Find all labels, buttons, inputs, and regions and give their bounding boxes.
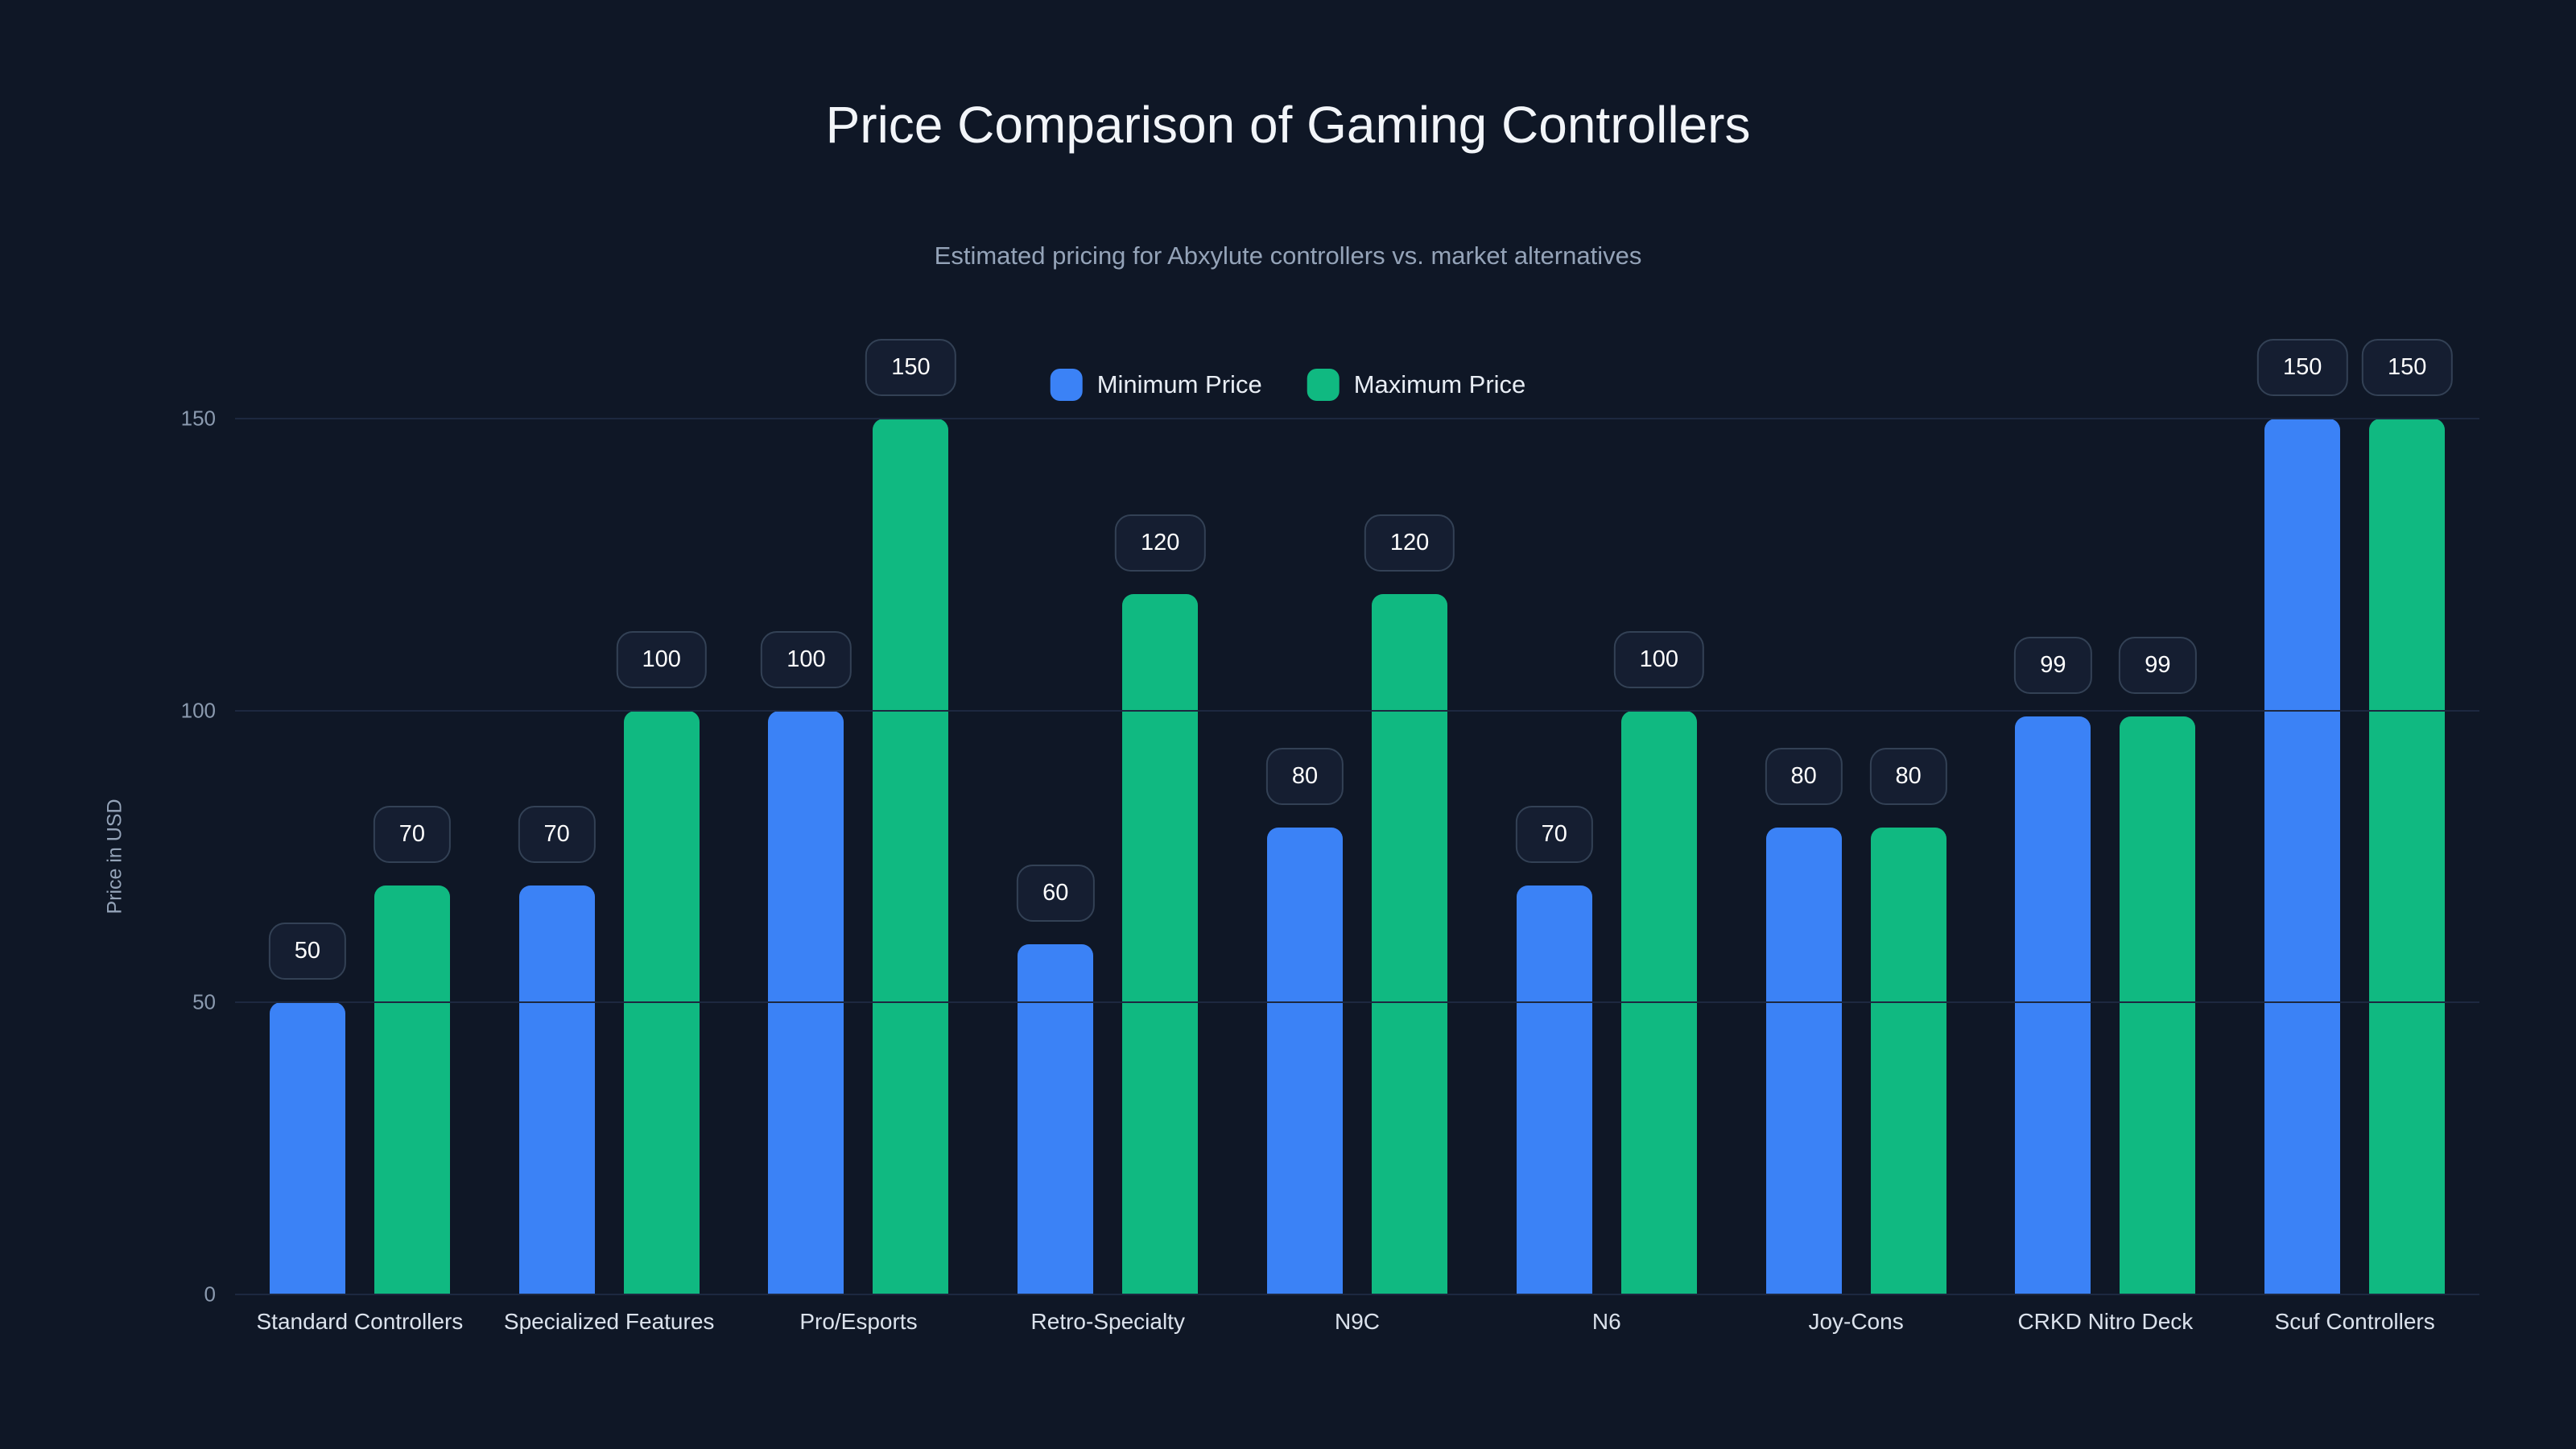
legend-item-minimum-price: Minimum Price [1050,369,1262,401]
value-badge: 50 [268,923,347,980]
max-price-bar [1870,827,1946,1294]
bar-group: 100 150 [734,339,984,1294]
value-badge: 80 [1869,747,1947,805]
value-badge: 150 [2256,339,2348,396]
value-badge: 150 [865,339,956,396]
min-price-bar [1765,827,1842,1294]
value-badge: 99 [2014,636,2092,694]
bar-wrap: 60 [1017,864,1095,1294]
gridline-150 [235,418,2479,419]
bar-wrap: 99 [2119,636,2197,1294]
value-badge: 150 [2361,339,2453,396]
x-category-label: Scuf Controllers [2274,1309,2435,1334]
bar-group: 50 70 [235,419,485,1294]
value-badge: 70 [373,806,452,864]
chart-subtitle: Estimated pricing for Abxylute controlle… [934,242,1642,270]
gridline-100 [235,709,2479,712]
x-category-label: Retro-Specialty [1030,1309,1185,1334]
bar-groups: 50 70 70 100 100 150 60 120 80 120 70 100 80 80 99 99 15… [235,339,2479,1294]
max-price-bar [2120,716,2196,1294]
bar-group: 80 120 [1232,419,1482,1294]
x-category-label: N9C [1335,1309,1381,1334]
plot-area: 50 70 70 100 100 150 60 120 80 120 70 100 80 80 99 99 15… [181,339,2479,1307]
bar-wrap: 80 [1765,747,1843,1294]
bar-group: 70 100 [485,419,734,1294]
max-price-bar [2369,419,2446,1294]
legend-label-max: Maximum Price [1353,370,1526,398]
y-tick-label-100: 100 [180,698,216,723]
bar-group: 150 150 [2230,339,2479,1294]
x-category-label: N6 [1591,1309,1621,1334]
y-tick-label-50: 50 [192,989,216,1014]
min-price-bar [518,886,595,1294]
gridline-50 [235,1001,2479,1004]
legend-label-min: Minimum Price [1096,370,1262,398]
x-category-label: CRKD Nitro Deck [2017,1309,2194,1334]
max-price-bar [1122,593,1199,1294]
value-badge: 80 [1765,747,1843,805]
value-badge: 60 [1017,864,1095,922]
bar-wrap: 70 [373,806,452,1294]
x-category-label: Specialized Features [503,1309,715,1334]
max-price-bar [374,886,450,1294]
value-badge: 70 [518,806,596,864]
x-category-label: Joy-Cons [1808,1309,1904,1334]
bar-wrap: 70 [518,806,596,1294]
y-tick-label-150: 150 [180,406,216,431]
value-badge: 120 [1115,514,1206,572]
x-category-label: Standard Controllers [256,1309,464,1334]
value-badge: 120 [1364,514,1455,572]
max-price-bar [873,419,949,1294]
bar-wrap: 150 [2256,339,2348,1294]
min-price-bar [269,1002,345,1294]
bar-wrap: 80 [1869,747,1947,1294]
legend-item-maximum-price: Maximum Price [1307,369,1526,401]
bar-wrap: 150 [2361,339,2453,1294]
bar-wrap: 120 [1364,514,1455,1294]
bar-wrap: 50 [268,923,347,1294]
bar-group: 80 80 [1732,419,1981,1294]
min-price-bar [1018,943,1094,1294]
value-badge: 70 [1515,806,1593,864]
page-title: Price Comparison of Gaming Controllers [825,96,1751,154]
x-category-label: Pro/Esports [799,1309,918,1334]
value-badge: 80 [1265,747,1344,805]
bar-wrap: 120 [1115,514,1206,1294]
min-price-bar [1267,827,1344,1294]
y-tick-label-0: 0 [204,1282,216,1307]
max-price-bar [1372,593,1448,1294]
bar-wrap: 80 [1265,747,1344,1294]
x-axis-labels: Standard Controllers Specialized Features… [235,1309,2479,1335]
value-badge: 100 [761,630,852,688]
value-badge: 100 [616,630,707,688]
bar-wrap: 99 [2014,636,2092,1294]
legend-swatch-min-icon [1050,369,1083,401]
bar-wrap: 70 [1515,806,1593,1294]
gridline-0 [235,1294,2479,1295]
chart-legend: Minimum Price Maximum Price [1050,369,1526,401]
bar-group: 99 99 [1980,419,2230,1294]
bar-group: 60 120 [983,419,1232,1294]
min-price-bar [2015,716,2091,1294]
value-badge: 100 [1613,630,1704,688]
value-badge: 99 [2119,636,2197,694]
bar-wrap: 150 [865,339,956,1294]
legend-swatch-max-icon [1307,369,1340,401]
bar-group: 70 100 [1482,419,1732,1294]
y-axis-title: Price in USD [103,799,126,914]
min-price-bar [1516,886,1592,1294]
min-price-bar [2264,419,2341,1294]
